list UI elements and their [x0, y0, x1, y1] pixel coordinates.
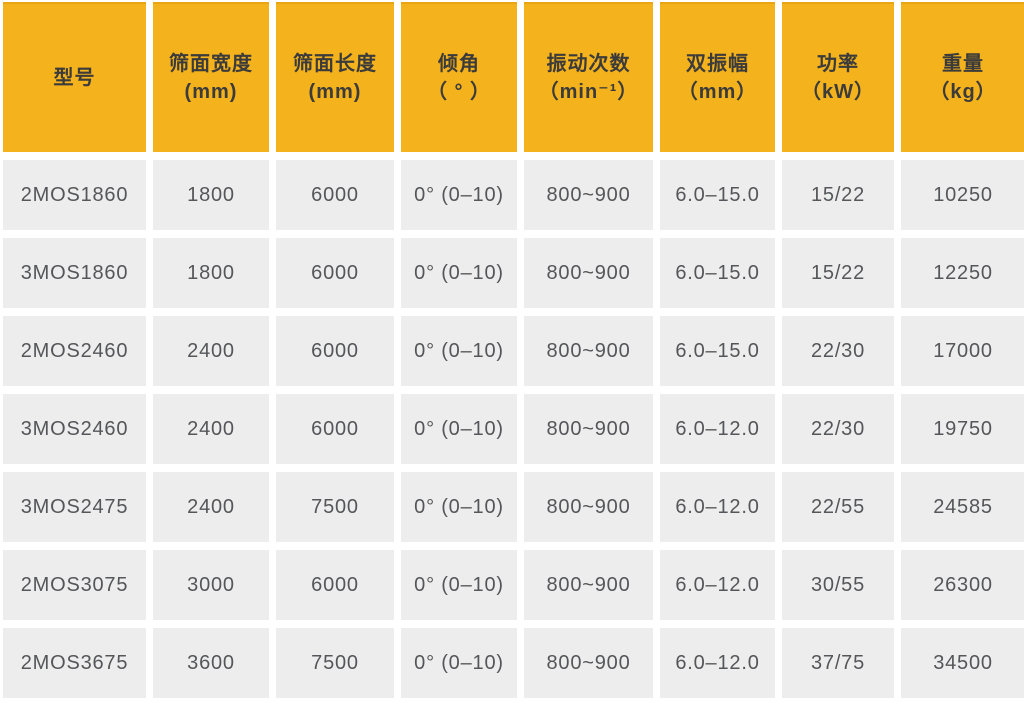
- header-cell-weight: 重量 （kg）: [901, 2, 1024, 152]
- header-cell-model: 型号: [3, 2, 146, 152]
- cell-weight: 17000: [901, 316, 1024, 386]
- cell-vibration-frequency: 800~900: [524, 550, 653, 620]
- header-cell-screen-width: 筛面宽度 (mm): [153, 2, 269, 152]
- cell-model: 3MOS2475: [3, 472, 146, 542]
- cell-vibration-frequency: 800~900: [524, 628, 653, 698]
- column-unit-inclination: （ ° ）: [426, 81, 492, 103]
- cell-inclination: 0° (0–10): [401, 550, 517, 620]
- cell-weight: 12250: [901, 238, 1024, 308]
- cell-power: 30/55: [782, 550, 894, 620]
- cell-inclination: 0° (0–10): [401, 160, 517, 230]
- cell-vibration-frequency: 800~900: [524, 472, 653, 542]
- column-unit-screen-width: (mm): [184, 81, 238, 103]
- cell-screen-width: 1800: [153, 160, 269, 230]
- cell-model: 2MOS1860: [3, 160, 146, 230]
- cell-vibration-frequency: 800~900: [524, 394, 653, 464]
- cell-screen-length: 7500: [276, 628, 394, 698]
- cell-power: 15/22: [782, 160, 894, 230]
- header-cell-double-amplitude: 双振幅 （mm）: [660, 2, 775, 152]
- column-label-screen-width: 筛面宽度: [169, 53, 253, 75]
- cell-screen-length: 6000: [276, 550, 394, 620]
- cell-screen-width: 1800: [153, 238, 269, 308]
- column-unit-double-amplitude: （mm）: [677, 81, 758, 103]
- column-unit-screen-length: (mm): [308, 81, 362, 103]
- column-label-power: 功率: [817, 53, 859, 75]
- cell-inclination: 0° (0–10): [401, 238, 517, 308]
- cell-double-amplitude: 6.0–12.0: [660, 628, 775, 698]
- cell-vibration-frequency: 800~900: [524, 160, 653, 230]
- cell-weight: 26300: [901, 550, 1024, 620]
- cell-power: 15/22: [782, 238, 894, 308]
- cell-double-amplitude: 6.0–12.0: [660, 394, 775, 464]
- cell-screen-width: 2400: [153, 316, 269, 386]
- cell-inclination: 0° (0–10): [401, 316, 517, 386]
- cell-double-amplitude: 6.0–12.0: [660, 550, 775, 620]
- cell-model: 2MOS3075: [3, 550, 146, 620]
- cell-power: 22/30: [782, 316, 894, 386]
- column-label-model: 型号: [53, 67, 96, 89]
- cell-screen-width: 2400: [153, 472, 269, 542]
- header-cell-vibration-frequency: 振动次数 （min⁻¹）: [524, 2, 653, 152]
- cell-power: 22/55: [782, 472, 894, 542]
- cell-weight: 10250: [901, 160, 1024, 230]
- cell-inclination: 0° (0–10): [401, 472, 517, 542]
- cell-model: 3MOS2460: [3, 394, 146, 464]
- column-unit-power: （kW）: [801, 81, 875, 103]
- cell-model: 3MOS1860: [3, 238, 146, 308]
- header-cell-inclination: 倾角 （ ° ）: [401, 2, 517, 152]
- column-label-screen-length: 筛面长度: [293, 53, 377, 75]
- cell-screen-length: 6000: [276, 394, 394, 464]
- header-cell-power: 功率 （kW）: [782, 2, 894, 152]
- cell-vibration-frequency: 800~900: [524, 316, 653, 386]
- column-label-vibration-frequency: 振动次数: [546, 53, 631, 75]
- column-label-weight: 重量: [942, 53, 984, 75]
- cell-model: 2MOS2460: [3, 316, 146, 386]
- cell-power: 37/75: [782, 628, 894, 698]
- header-cell-screen-length: 筛面长度 (mm): [276, 2, 394, 152]
- column-label-inclination: 倾角: [438, 53, 480, 75]
- spec-table: 型号 筛面宽度 (mm) 筛面长度 (mm) 倾角 （ ° ） 振动次数 （mi…: [3, 2, 1024, 698]
- cell-vibration-frequency: 800~900: [524, 238, 653, 308]
- cell-double-amplitude: 6.0–15.0: [660, 316, 775, 386]
- cell-double-amplitude: 6.0–15.0: [660, 160, 775, 230]
- cell-screen-width: 2400: [153, 394, 269, 464]
- cell-inclination: 0° (0–10): [401, 628, 517, 698]
- cell-inclination: 0° (0–10): [401, 394, 517, 464]
- cell-screen-length: 6000: [276, 316, 394, 386]
- cell-screen-width: 3000: [153, 550, 269, 620]
- cell-weight: 34500: [901, 628, 1024, 698]
- cell-weight: 24585: [901, 472, 1024, 542]
- cell-double-amplitude: 6.0–15.0: [660, 238, 775, 308]
- column-unit-vibration-frequency: （min⁻¹）: [538, 81, 639, 103]
- cell-model: 2MOS3675: [3, 628, 146, 698]
- cell-power: 22/30: [782, 394, 894, 464]
- column-label-double-amplitude: 双振幅: [686, 53, 749, 75]
- cell-screen-length: 6000: [276, 160, 394, 230]
- cell-screen-width: 3600: [153, 628, 269, 698]
- cell-weight: 19750: [901, 394, 1024, 464]
- cell-double-amplitude: 6.0–12.0: [660, 472, 775, 542]
- cell-screen-length: 7500: [276, 472, 394, 542]
- cell-screen-length: 6000: [276, 238, 394, 308]
- column-unit-weight: （kg）: [929, 81, 997, 103]
